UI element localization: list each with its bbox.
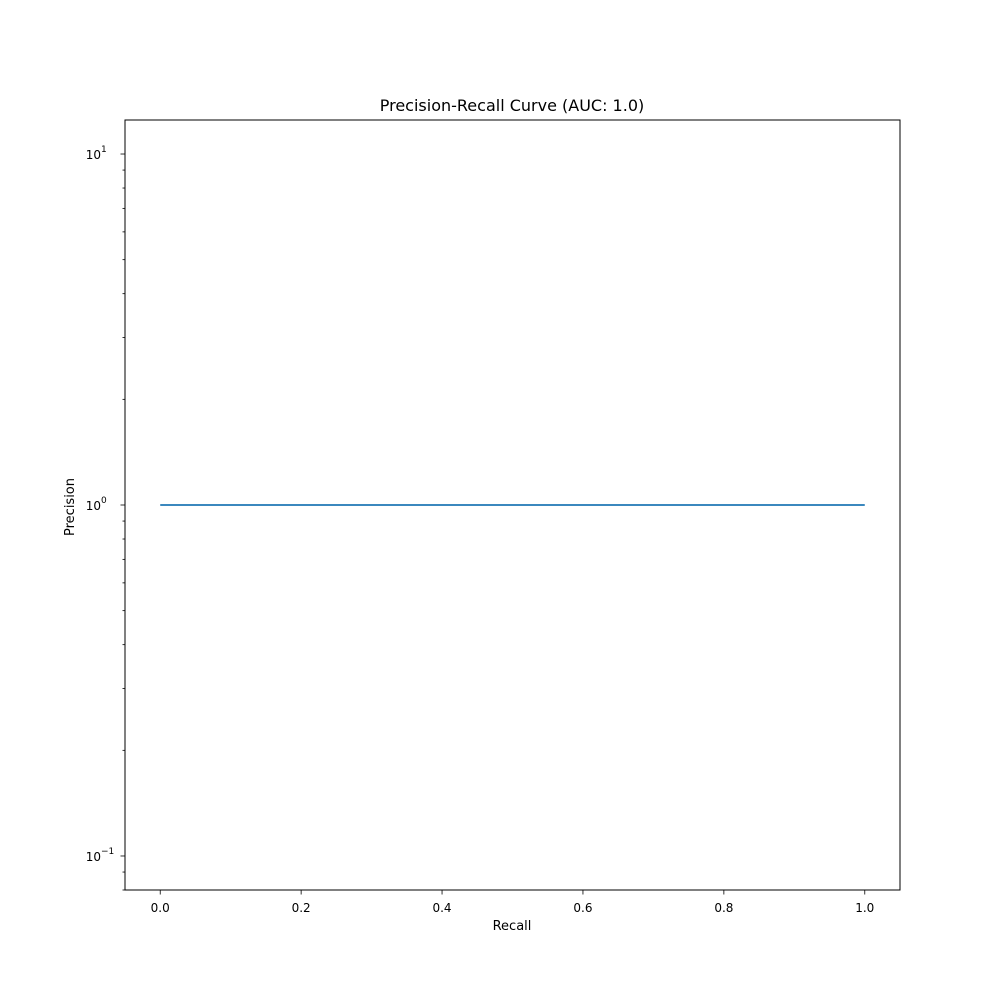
x-tick-label: 0.6 [573, 901, 592, 915]
y-axis-label: Precision [63, 478, 78, 536]
x-tick-label: 0.0 [151, 901, 170, 915]
x-tick-label: 0.4 [432, 901, 451, 915]
x-tick-label: 0.8 [714, 901, 733, 915]
x-tick-label: 0.2 [292, 901, 311, 915]
y-tick-exponent: 0 [101, 496, 107, 506]
y-tick-label: 10 [86, 499, 101, 513]
x-axis: 0.0 0.2 0.4 0.6 0.8 1.0 [151, 890, 874, 915]
chart-title: Precision-Recall Curve (AUC: 1.0) [380, 96, 645, 115]
y-axis-minor-ticks [122, 169, 125, 891]
y-tick-exponent: 1 [101, 145, 107, 155]
x-axis-label: Recall [493, 919, 532, 934]
y-tick-label: 10 [86, 148, 101, 162]
x-tick-label: 1.0 [855, 901, 874, 915]
y-tick-label: 10 [86, 850, 101, 864]
y-tick-exponent: −1 [101, 847, 114, 857]
